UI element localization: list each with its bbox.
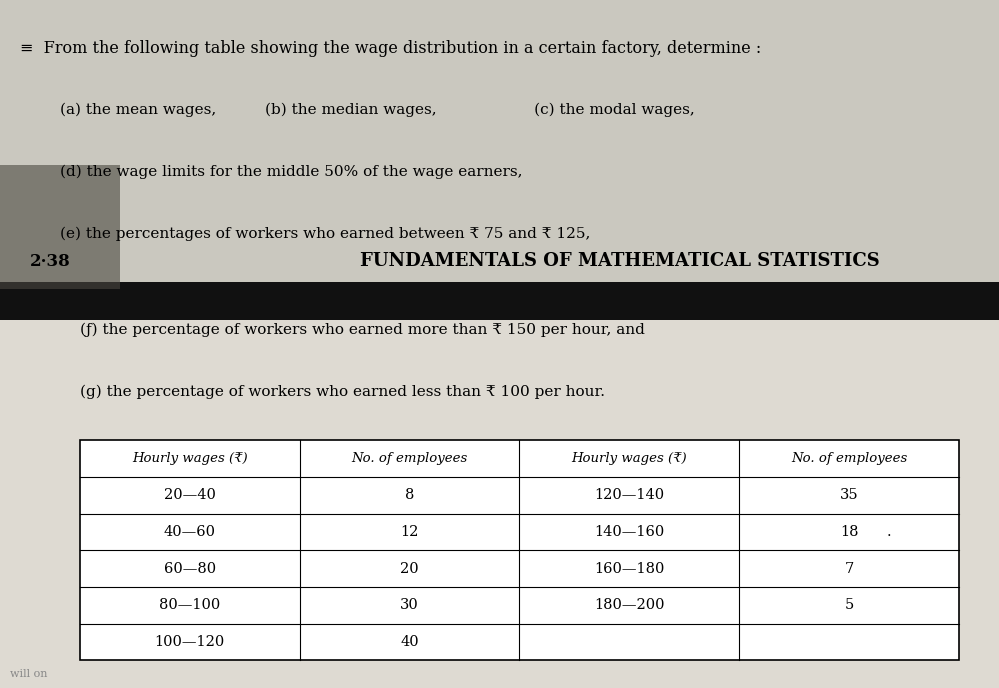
Text: 40—60: 40—60 bbox=[164, 525, 216, 539]
Text: 2·38: 2·38 bbox=[30, 253, 71, 270]
Text: No. of employees: No. of employees bbox=[791, 452, 907, 465]
Text: will on: will on bbox=[10, 669, 48, 679]
Text: (ƒ) the percentage of workers who earned more than ₹ 150 per hour, and: (ƒ) the percentage of workers who earned… bbox=[80, 323, 644, 337]
FancyBboxPatch shape bbox=[0, 282, 999, 320]
Text: (d) the wage limits for the middle 50% of the wage earners,: (d) the wage limits for the middle 50% o… bbox=[60, 165, 522, 179]
Text: 12: 12 bbox=[401, 525, 419, 539]
Text: Hourly wages (₹): Hourly wages (₹) bbox=[132, 452, 248, 465]
Text: 20—40: 20—40 bbox=[164, 488, 216, 502]
FancyBboxPatch shape bbox=[0, 320, 999, 688]
Text: ≡  From the following table showing the wage distribution in a certain factory, : ≡ From the following table showing the w… bbox=[20, 40, 761, 56]
FancyBboxPatch shape bbox=[80, 440, 959, 660]
Text: 160—180: 160—180 bbox=[594, 561, 664, 576]
Text: 60—80: 60—80 bbox=[164, 561, 216, 576]
Text: 40: 40 bbox=[401, 635, 419, 649]
Text: 7: 7 bbox=[844, 561, 854, 576]
Text: .: . bbox=[887, 525, 891, 539]
Text: 8: 8 bbox=[405, 488, 415, 502]
Text: No. of employees: No. of employees bbox=[352, 452, 468, 465]
Text: 120—140: 120—140 bbox=[594, 488, 664, 502]
Text: 140—160: 140—160 bbox=[594, 525, 664, 539]
Text: (e) the percentages of workers who earned between ₹ 75 and ₹ 125,: (e) the percentages of workers who earne… bbox=[60, 227, 590, 241]
Text: 180—200: 180—200 bbox=[594, 599, 664, 612]
Text: 18: 18 bbox=[840, 525, 858, 539]
Text: 80—100: 80—100 bbox=[159, 599, 221, 612]
Text: 20: 20 bbox=[401, 561, 419, 576]
Text: (g) the percentage of workers who earned less than ₹ 100 per hour.: (g) the percentage of workers who earned… bbox=[80, 385, 605, 399]
FancyBboxPatch shape bbox=[0, 165, 120, 289]
Text: 5: 5 bbox=[844, 599, 854, 612]
Text: 30: 30 bbox=[401, 599, 419, 612]
Text: 100—120: 100—120 bbox=[155, 635, 225, 649]
Text: Hourly wages (₹): Hourly wages (₹) bbox=[571, 452, 687, 465]
Text: FUNDAMENTALS OF MATHEMATICAL STATISTICS: FUNDAMENTALS OF MATHEMATICAL STATISTICS bbox=[360, 252, 879, 270]
FancyBboxPatch shape bbox=[0, 0, 999, 289]
Text: (a) the mean wages,          (b) the median wages,                    (c) the mo: (a) the mean wages, (b) the median wages… bbox=[60, 103, 694, 117]
Text: 35: 35 bbox=[840, 488, 858, 502]
